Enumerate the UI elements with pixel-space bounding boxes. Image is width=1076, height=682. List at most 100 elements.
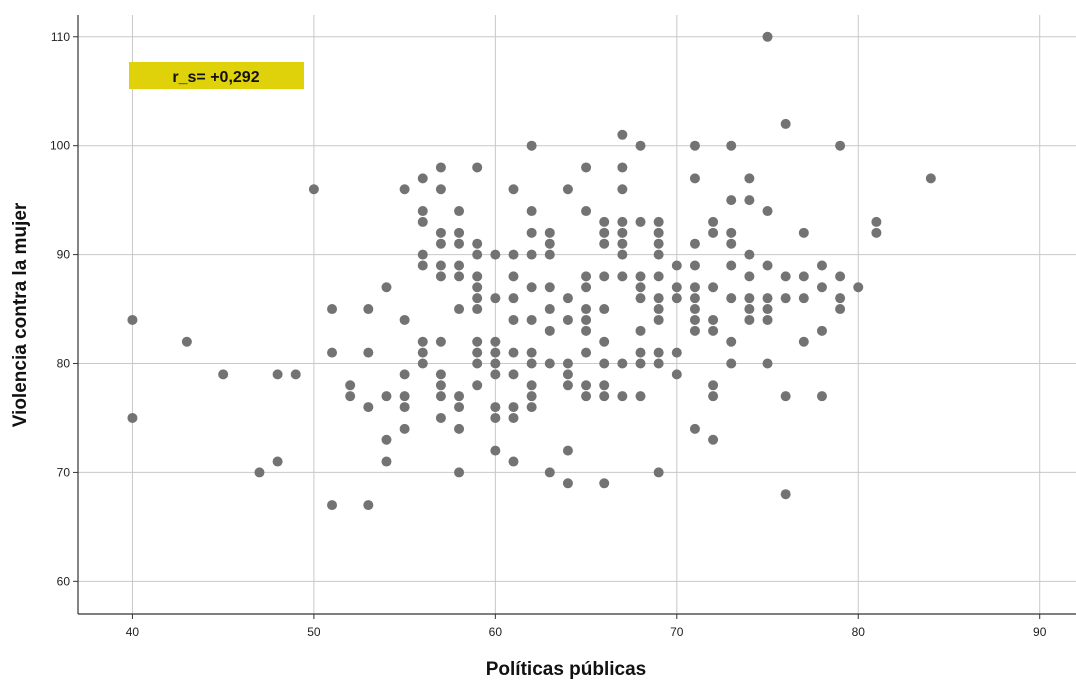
data-point xyxy=(381,391,392,402)
data-point xyxy=(562,478,573,489)
data-point xyxy=(689,140,700,151)
annotation-text: r_s= +0,292 xyxy=(172,69,259,86)
data-point xyxy=(689,238,700,249)
data-point xyxy=(835,304,846,315)
data-point xyxy=(472,249,483,260)
data-point xyxy=(454,391,465,402)
data-point xyxy=(345,391,356,402)
data-point xyxy=(835,140,846,151)
data-point xyxy=(417,206,428,217)
data-point xyxy=(363,500,374,511)
data-point xyxy=(490,402,501,413)
data-point xyxy=(127,412,138,423)
data-point xyxy=(472,380,483,391)
data-point xyxy=(454,238,465,249)
data-point xyxy=(290,369,301,380)
y-tick-label: 90 xyxy=(57,248,71,262)
data-point xyxy=(708,282,719,293)
data-point xyxy=(798,336,809,347)
data-point xyxy=(327,304,338,315)
data-point xyxy=(617,184,628,195)
data-point xyxy=(399,369,410,380)
data-point xyxy=(708,434,719,445)
data-point xyxy=(671,282,682,293)
data-point xyxy=(127,314,138,325)
data-point xyxy=(363,304,374,315)
x-axis-title: Políticas públicas xyxy=(486,659,647,680)
data-point xyxy=(762,314,773,325)
data-point xyxy=(544,249,555,260)
data-point xyxy=(544,304,555,315)
data-point xyxy=(417,216,428,227)
data-point xyxy=(599,271,610,282)
data-point xyxy=(435,184,446,195)
data-point xyxy=(816,282,827,293)
data-point xyxy=(399,314,410,325)
data-point xyxy=(544,227,555,238)
data-point xyxy=(454,304,465,315)
data-point xyxy=(490,249,501,260)
data-point xyxy=(744,314,755,325)
data-point xyxy=(417,173,428,184)
data-point xyxy=(762,304,773,315)
data-point xyxy=(780,489,791,500)
data-point xyxy=(472,162,483,173)
data-point xyxy=(780,118,791,129)
data-point xyxy=(472,347,483,358)
data-point xyxy=(635,282,646,293)
data-point xyxy=(617,271,628,282)
data-point xyxy=(508,456,519,467)
data-point xyxy=(472,271,483,282)
data-point xyxy=(472,358,483,369)
data-point xyxy=(581,380,592,391)
data-point xyxy=(562,293,573,304)
data-point xyxy=(490,336,501,347)
data-point xyxy=(653,216,664,227)
data-point xyxy=(835,293,846,304)
data-point xyxy=(708,391,719,402)
data-point xyxy=(399,184,410,195)
data-point xyxy=(490,347,501,358)
data-point xyxy=(671,347,682,358)
data-point xyxy=(526,282,537,293)
data-point xyxy=(562,369,573,380)
data-point xyxy=(798,271,809,282)
data-point xyxy=(562,358,573,369)
data-point xyxy=(363,347,374,358)
data-point xyxy=(635,140,646,151)
data-point xyxy=(726,227,737,238)
data-point xyxy=(599,216,610,227)
x-tick-label: 60 xyxy=(489,625,503,639)
data-point xyxy=(581,206,592,217)
data-point xyxy=(708,227,719,238)
data-point xyxy=(435,336,446,347)
data-point xyxy=(490,293,501,304)
data-point xyxy=(599,391,610,402)
y-tick-label: 100 xyxy=(50,139,70,153)
axis-ticks: 40 50 60 70 80 90 60 70 80 90 100 110 xyxy=(50,30,1047,639)
data-point xyxy=(562,445,573,456)
data-point xyxy=(726,238,737,249)
data-point xyxy=(671,369,682,380)
data-point xyxy=(726,336,737,347)
data-point xyxy=(381,434,392,445)
data-point xyxy=(671,260,682,271)
data-point xyxy=(617,238,628,249)
data-point xyxy=(816,325,827,336)
data-point xyxy=(925,173,936,184)
data-point xyxy=(635,293,646,304)
data-point xyxy=(581,271,592,282)
data-point xyxy=(454,206,465,217)
data-point xyxy=(816,260,827,271)
data-point xyxy=(762,31,773,42)
data-point xyxy=(363,402,374,413)
data-point xyxy=(599,478,610,489)
data-point xyxy=(435,162,446,173)
data-point xyxy=(780,271,791,282)
data-point xyxy=(635,325,646,336)
y-axis-title: Violencia contra la mujer xyxy=(10,202,31,427)
data-point xyxy=(399,423,410,434)
data-point xyxy=(435,271,446,282)
data-point xyxy=(726,140,737,151)
data-point xyxy=(581,314,592,325)
